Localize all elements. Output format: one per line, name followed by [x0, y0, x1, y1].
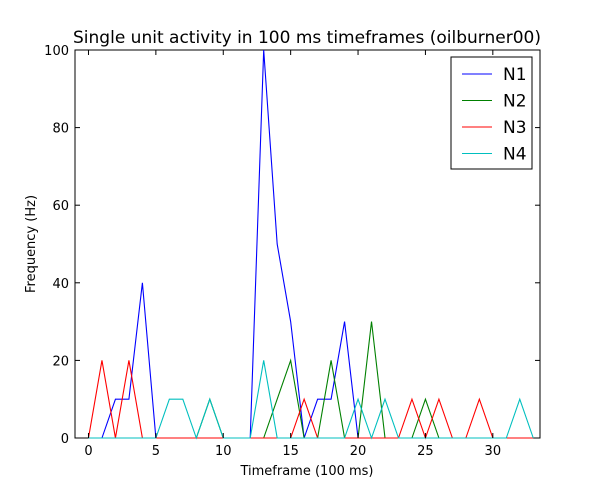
legend-label-n3: N3	[503, 118, 527, 138]
chart-title: Single unit activity in 100 ms timeframe…	[73, 28, 541, 48]
y-tick-label: 0	[61, 432, 69, 447]
x-tick-label: 30	[485, 444, 502, 459]
x-tick-label: 10	[215, 444, 232, 459]
x-axis-ticks: 0 5 10 15 20 25 30	[84, 50, 501, 459]
x-axis-label: Timeframe (100 ms)	[239, 464, 373, 479]
x-tick-label: 5	[152, 444, 160, 459]
legend-label-n1: N1	[503, 65, 527, 85]
y-tick-label: 40	[52, 277, 69, 292]
series-layer	[87, 49, 534, 440]
legend-label-n2: N2	[503, 92, 527, 112]
series-line-n4	[88, 360, 534, 440]
y-axis-ticks: 0 20 40 60 80 100	[44, 44, 540, 447]
legend-box	[450, 56, 533, 170]
legend-items: N1 N2 N3 N4	[462, 65, 527, 165]
legend: N1 N2 N3 N4	[450, 56, 533, 170]
legend-label-n4: N4	[503, 145, 527, 165]
x-tick-label: 25	[417, 444, 434, 459]
y-tick-label: 20	[52, 354, 69, 369]
y-tick-label: 80	[52, 122, 69, 137]
y-tick-label: 100	[44, 44, 69, 59]
y-axis-label: Frequency (Hz)	[24, 195, 39, 293]
x-tick-label: 15	[282, 444, 299, 459]
x-tick-label: 0	[84, 444, 92, 459]
y-tick-label: 60	[52, 199, 69, 214]
x-tick-label: 20	[350, 444, 367, 459]
